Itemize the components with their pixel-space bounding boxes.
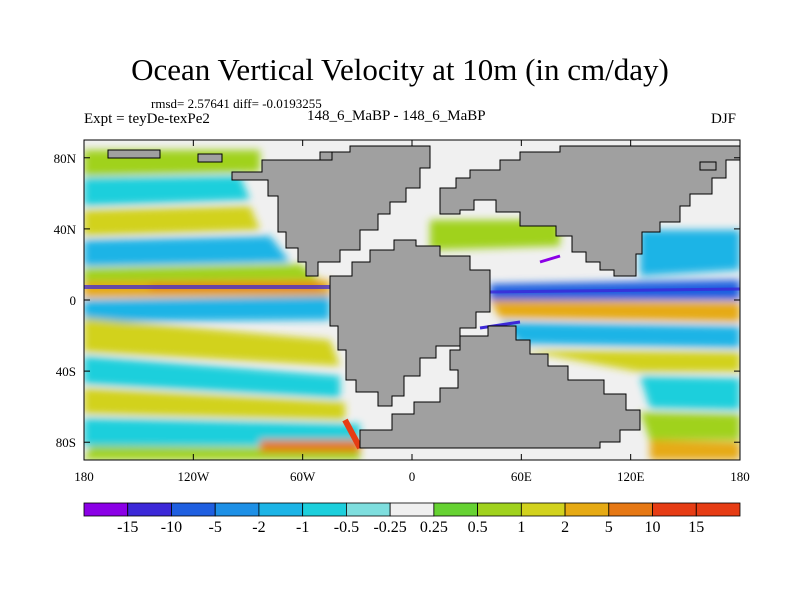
landmass-india-antarctica bbox=[359, 325, 641, 449]
landmass-north-america bbox=[231, 145, 431, 277]
y-tick-label: 80N bbox=[54, 151, 77, 166]
field-patch bbox=[84, 418, 360, 446]
colorbar-label: 5 bbox=[605, 519, 613, 536]
field-patch bbox=[84, 296, 330, 322]
colorbar-label: -15 bbox=[117, 519, 138, 536]
field-patch bbox=[430, 220, 560, 250]
field-streak bbox=[342, 418, 363, 450]
colorbar-swatch bbox=[171, 502, 216, 517]
colorbar-swatch bbox=[389, 502, 435, 517]
y-tick-label: 40N bbox=[54, 222, 77, 237]
colorbar-swatch bbox=[477, 502, 522, 517]
field-patch bbox=[84, 176, 250, 206]
colorbar-swatch bbox=[258, 502, 304, 517]
field-patch bbox=[500, 322, 740, 348]
x-tick-label: 120W bbox=[177, 469, 210, 484]
land-masses bbox=[107, 145, 741, 449]
x-tick-label: 0 bbox=[409, 469, 416, 484]
colorbar-label: -10 bbox=[161, 519, 182, 536]
landmass-arctic-islands bbox=[107, 149, 717, 171]
colorbar-label: 10 bbox=[645, 519, 661, 536]
colorbar-swatch bbox=[127, 502, 172, 517]
field-patch bbox=[84, 236, 290, 266]
field-patch bbox=[640, 412, 740, 440]
field-patch bbox=[84, 318, 340, 366]
y-tick-label: 80S bbox=[56, 435, 76, 450]
season-label: DJF bbox=[711, 111, 737, 127]
field-patch bbox=[490, 300, 740, 322]
colorbar-label: 2 bbox=[561, 519, 569, 536]
colorbar-label: 1 bbox=[517, 519, 525, 536]
period-label: 148_6_MaBP - 148_6_MaBP bbox=[307, 108, 486, 124]
colorbar-swatch bbox=[608, 502, 653, 517]
landmass-eurasia bbox=[439, 145, 741, 277]
x-tick-label: 60E bbox=[511, 469, 532, 484]
colorbar-swatch bbox=[83, 502, 129, 517]
colorbar-swatch bbox=[214, 502, 260, 517]
colorbar: -15 -10 -5 -2 -1 -0.5 -0.25 0.25 0.5 1 2 5 10 15 bbox=[83, 502, 741, 536]
field-patch bbox=[640, 230, 740, 276]
field-patch bbox=[640, 376, 740, 410]
colorbar-label: -2 bbox=[252, 519, 265, 536]
colorbar-swatch bbox=[302, 502, 347, 517]
chart-title: Ocean Vertical Velocity at 10m (in cm/da… bbox=[131, 52, 669, 87]
x-tick-label: 180 bbox=[74, 469, 94, 484]
colorbar-label: -1 bbox=[296, 519, 309, 536]
colorbar-label: -0.5 bbox=[334, 519, 359, 536]
stats-label: rmsd= 2.57641 diff= -0.0193255 bbox=[151, 96, 322, 111]
colorbar-swatch bbox=[345, 502, 391, 517]
field-patch bbox=[84, 388, 345, 420]
field-streak bbox=[539, 254, 561, 264]
experiment-label: Expt = teyDe-texPe2 bbox=[84, 111, 210, 127]
field-streak bbox=[489, 287, 740, 294]
colorbar-label: -5 bbox=[209, 519, 222, 536]
field-streak bbox=[479, 320, 521, 330]
colorbar-swatch bbox=[564, 502, 610, 517]
colorbar-label: 15 bbox=[688, 519, 704, 536]
field-patch bbox=[260, 440, 360, 452]
field-patch bbox=[84, 356, 340, 398]
colorbar-label: 0.25 bbox=[420, 519, 448, 536]
field-patch bbox=[84, 206, 260, 236]
colorbar-swatch bbox=[520, 502, 566, 517]
y-tick-label: 40S bbox=[56, 364, 76, 379]
colorbar-label: 0.5 bbox=[468, 519, 488, 536]
field-patch bbox=[650, 440, 740, 460]
x-axis: 180 120W 60W 0 60E 120E 180 bbox=[74, 140, 750, 484]
colorbar-swatch bbox=[433, 502, 479, 517]
y-axis: 80N 40N 0 40S 80S bbox=[54, 151, 740, 450]
x-tick-label: 180 bbox=[730, 469, 750, 484]
field-patch bbox=[520, 350, 740, 372]
x-tick-label: 60W bbox=[290, 469, 316, 484]
x-tick-label: 120E bbox=[617, 469, 645, 484]
colorbar-label: -0.25 bbox=[373, 519, 406, 536]
colorbar-swatch bbox=[652, 502, 697, 517]
field-patch bbox=[84, 264, 320, 282]
colorbar-swatch bbox=[695, 502, 741, 517]
y-tick-label: 0 bbox=[70, 293, 77, 308]
